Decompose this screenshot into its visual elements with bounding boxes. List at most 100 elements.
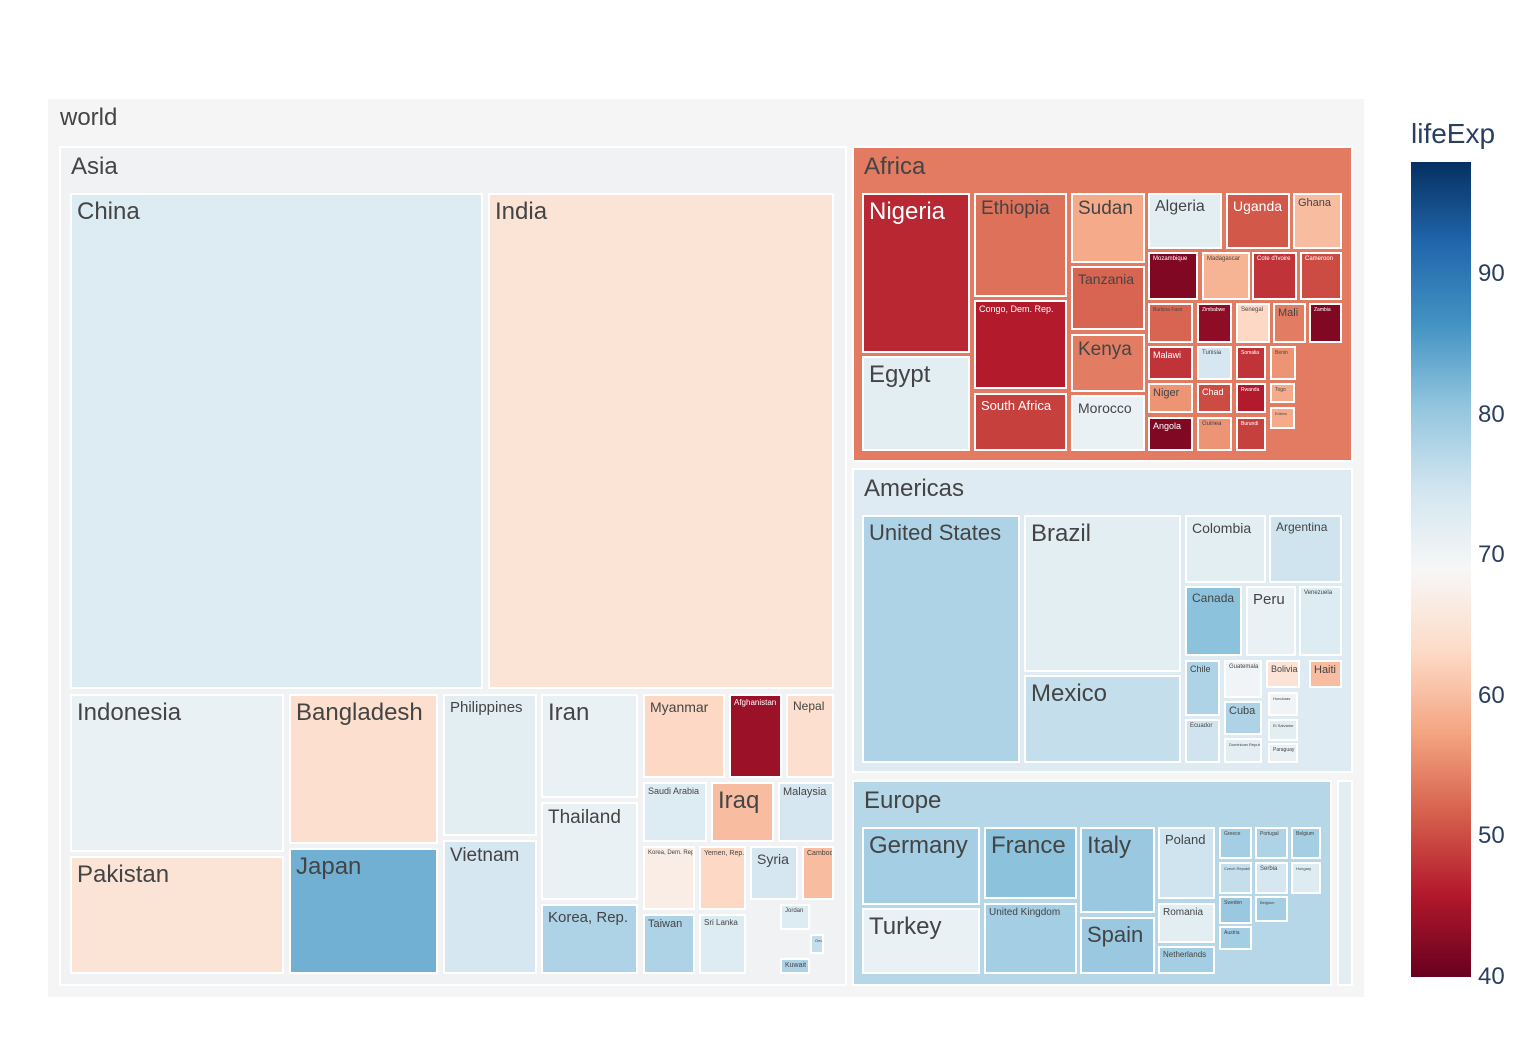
- country-tile[interactable]: Hungary: [1291, 862, 1321, 894]
- country-tile[interactable]: Uganda: [1226, 193, 1290, 249]
- country-tile[interactable]: Oman: [810, 934, 824, 954]
- country-tile[interactable]: Chile: [1185, 660, 1220, 716]
- country-tile[interactable]: Bolivia: [1266, 660, 1300, 688]
- country-tile[interactable]: Taiwan: [643, 914, 695, 974]
- country-tile[interactable]: Guinea: [1197, 417, 1232, 451]
- country-tile[interactable]: Mali: [1273, 303, 1306, 343]
- country-tile[interactable]: India: [488, 193, 834, 689]
- country-tile[interactable]: Chad: [1197, 383, 1232, 413]
- country-tile[interactable]: Czech Republic: [1219, 862, 1252, 894]
- country-label: Cameroon: [1305, 256, 1334, 262]
- country-tile[interactable]: Greece: [1219, 827, 1252, 859]
- country-tile[interactable]: Argentina: [1269, 515, 1342, 583]
- country-tile[interactable]: Cote d'Ivoire: [1252, 252, 1297, 300]
- country-tile[interactable]: Serbia: [1255, 862, 1288, 894]
- country-tile[interactable]: Brazil: [1024, 515, 1181, 672]
- country-tile[interactable]: Mexico: [1024, 675, 1181, 763]
- country-tile[interactable]: Angola: [1148, 417, 1193, 451]
- country-tile[interactable]: Tunisia: [1197, 346, 1232, 380]
- country-tile[interactable]: Venezuela: [1299, 586, 1342, 656]
- country-tile[interactable]: Netherlands: [1158, 946, 1215, 974]
- country-tile[interactable]: Cuba: [1224, 701, 1262, 735]
- country-tile[interactable]: El Salvador: [1268, 719, 1298, 741]
- country-tile[interactable]: Thailand: [541, 802, 638, 900]
- country-tile[interactable]: Spain: [1080, 917, 1155, 974]
- country-label: Peru: [1253, 591, 1285, 608]
- country-tile[interactable]: Eritrea: [1270, 407, 1295, 429]
- country-tile[interactable]: Korea, Dem. Rep.: [643, 846, 695, 910]
- country-tile[interactable]: Paraguay: [1268, 743, 1298, 763]
- country-tile[interactable]: Austria: [1219, 926, 1252, 950]
- country-tile[interactable]: Honduras: [1268, 692, 1298, 716]
- country-tile[interactable]: Afghanistan: [729, 694, 782, 778]
- country-tile[interactable]: Kuwait: [780, 958, 810, 974]
- country-tile[interactable]: Myanmar: [643, 694, 725, 778]
- country-tile[interactable]: Malaysia: [778, 782, 834, 842]
- country-tile[interactable]: Togo: [1270, 383, 1295, 403]
- country-tile[interactable]: Guatemala: [1224, 660, 1262, 698]
- country-tile[interactable]: Ecuador: [1185, 719, 1220, 763]
- country-tile[interactable]: Belgium: [1255, 896, 1288, 922]
- country-tile[interactable]: Burkina Faso: [1148, 303, 1193, 343]
- country-tile[interactable]: Sudan: [1071, 193, 1145, 263]
- country-tile[interactable]: Kenya: [1071, 334, 1145, 392]
- country-tile[interactable]: Niger: [1148, 383, 1193, 413]
- country-tile[interactable]: Syria: [750, 846, 798, 900]
- region-tile-oceania[interactable]: [1337, 780, 1353, 986]
- country-tile[interactable]: Ghana: [1293, 193, 1342, 249]
- country-tile[interactable]: Tanzania: [1071, 266, 1145, 330]
- country-tile[interactable]: Congo, Dem. Rep.: [974, 300, 1067, 389]
- country-tile[interactable]: Zambia: [1309, 303, 1342, 343]
- country-tile[interactable]: Cambodia: [802, 846, 834, 900]
- country-tile[interactable]: United States: [862, 515, 1020, 763]
- country-tile[interactable]: Malawi: [1148, 346, 1193, 380]
- country-tile[interactable]: Haiti: [1309, 660, 1342, 688]
- country-tile[interactable]: Iran: [541, 694, 638, 798]
- country-tile[interactable]: France: [984, 827, 1077, 899]
- country-tile[interactable]: Burundi: [1236, 417, 1266, 451]
- country-tile[interactable]: China: [70, 193, 483, 689]
- country-tile[interactable]: Peru: [1246, 586, 1296, 656]
- country-tile[interactable]: Algeria: [1148, 193, 1222, 249]
- country-tile[interactable]: Portugal: [1255, 827, 1288, 859]
- country-tile[interactable]: Benin: [1270, 346, 1296, 380]
- country-tile[interactable]: Japan: [289, 848, 438, 974]
- country-tile[interactable]: Morocco: [1071, 395, 1145, 451]
- country-tile[interactable]: Rwanda: [1236, 383, 1266, 413]
- country-tile[interactable]: Mozambique: [1148, 252, 1198, 300]
- country-tile[interactable]: Bangladesh: [289, 694, 438, 844]
- country-tile[interactable]: Italy: [1080, 827, 1155, 913]
- country-tile[interactable]: Egypt: [862, 356, 970, 451]
- country-label: Mozambique: [1153, 256, 1188, 262]
- country-tile[interactable]: United Kingdom: [984, 903, 1077, 974]
- country-tile[interactable]: Zimbabwe: [1197, 303, 1232, 343]
- country-tile[interactable]: Sri Lanka: [699, 914, 746, 974]
- country-tile[interactable]: Ethiopia: [974, 193, 1067, 297]
- country-tile[interactable]: Saudi Arabia: [643, 782, 707, 842]
- country-tile[interactable]: Cameroon: [1300, 252, 1342, 300]
- country-tile[interactable]: Madagascar: [1202, 252, 1250, 300]
- country-tile[interactable]: Colombia: [1185, 515, 1266, 583]
- country-tile[interactable]: Philippines: [443, 694, 537, 836]
- country-tile[interactable]: Germany: [862, 827, 980, 905]
- country-tile[interactable]: Sweden: [1219, 896, 1252, 924]
- country-tile[interactable]: South Africa: [974, 393, 1067, 451]
- country-tile[interactable]: Nigeria: [862, 193, 970, 353]
- country-tile[interactable]: Dominican Republic: [1224, 738, 1262, 763]
- country-tile[interactable]: Canada: [1185, 586, 1242, 656]
- country-label: Philippines: [450, 699, 523, 716]
- country-tile[interactable]: Jordan: [780, 904, 810, 930]
- country-tile[interactable]: Somalia: [1236, 346, 1266, 380]
- country-tile[interactable]: Yemen, Rep.: [699, 846, 746, 910]
- country-tile[interactable]: Romania: [1158, 903, 1215, 943]
- country-tile[interactable]: Vietnam: [443, 840, 537, 974]
- country-tile[interactable]: Indonesia: [70, 694, 284, 852]
- country-tile[interactable]: Poland: [1158, 827, 1215, 899]
- country-tile[interactable]: Turkey: [862, 908, 980, 974]
- country-tile[interactable]: Pakistan: [70, 856, 284, 974]
- country-tile[interactable]: Senegal: [1236, 303, 1270, 343]
- country-tile[interactable]: Belgium: [1291, 827, 1321, 859]
- country-tile[interactable]: Nepal: [786, 694, 834, 778]
- country-tile[interactable]: Korea, Rep.: [541, 904, 638, 974]
- country-tile[interactable]: Iraq: [711, 782, 774, 842]
